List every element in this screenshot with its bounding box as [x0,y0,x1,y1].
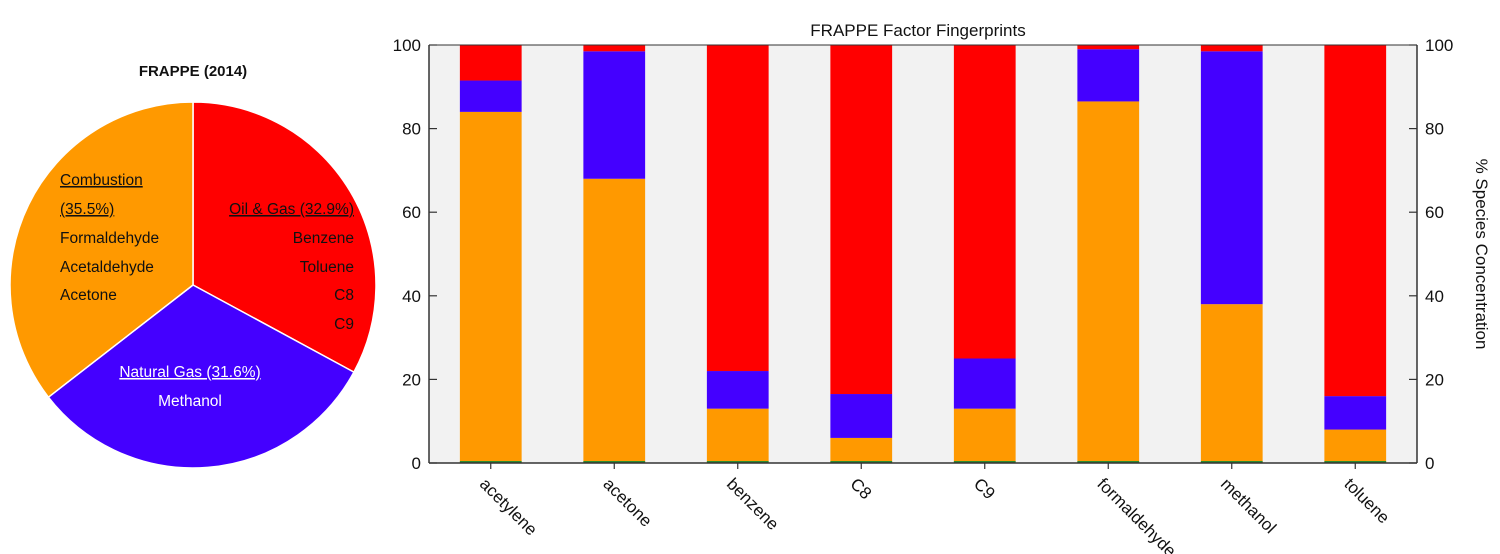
x-category-labels: acetylene acetone benzene C8 C9 formaldehyde m… [476,463,1393,554]
y-tick-label-left-80: 80 [402,120,421,139]
bar-acetone-segment-1 [583,51,646,179]
x-label-acetone: acetone [599,474,655,530]
bar-acetylene-segment-2 [459,45,522,81]
pie-species-acetaldehyde: Acetaldehyde [60,259,154,276]
bar-methanol-segment-1 [1200,51,1263,305]
y-tick-label-right-80: 80 [1425,120,1444,139]
y-tick-label-left-60: 60 [402,203,421,222]
pie-species-acetone: Acetone [60,287,117,304]
bar-methanol-segment-0 [1200,304,1263,463]
y-tick-label-right-0: 0 [1425,454,1434,473]
x-label-c9: C9 [970,474,999,503]
bar-chart-title: FRAPPE Factor Fingerprints [810,21,1025,40]
bar-c8-segment-1 [830,394,893,438]
y-tick-label-right-100: 100 [1425,36,1453,55]
bar-acetone-segment-0 [583,178,646,463]
y-tick-label-right-20: 20 [1425,370,1444,389]
bar-c8-segment-0 [830,437,893,463]
y-tick-label-right-40: 40 [1425,287,1444,306]
pie-label-combustion-pct: (35.5%) [60,201,114,218]
pie-label-combustion: Combustion (35.5%) Formaldehyde Acetalde… [60,172,159,304]
bar-toluene-segment-0 [1324,429,1387,463]
y-axis-label: % Species Concentration [1472,159,1491,350]
bar-chart: FRAPPE Factor Fingerprints 020406080100 … [393,21,1491,554]
pie-slices [9,101,377,469]
bar-toluene-segment-1 [1324,396,1387,430]
pie-species-formaldehyde: Formaldehyde [60,230,159,247]
bars [459,45,1387,464]
pie-species-c9: C9 [334,316,354,333]
pie-title: FRAPPE (2014) [139,63,247,80]
bar-c9-segment-2 [953,45,1016,359]
bar-c9-segment-1 [953,358,1016,409]
bar-c8-segment-2 [830,45,893,395]
pie-species-c8: C8 [334,287,354,304]
x-label-toluene: toluene [1340,474,1393,527]
y-ticks-left: 0 20 40 60 80 100 [393,36,437,473]
pie-label-combustion-name: Combustion [60,172,143,189]
x-label-c8: C8 [846,474,875,503]
y-tick-label-left-0: 0 [412,454,421,473]
pie-species-toluene: Toluene [300,259,354,276]
pie-species-methanol: Methanol [158,393,222,410]
bar-acetylene-segment-1 [459,80,522,112]
y-ticks-right: 0 20 40 60 80 100 [1409,36,1453,473]
pie-species-benzene: Benzene [293,230,354,247]
axes [428,44,1418,464]
x-label-methanol: methanol [1217,474,1280,537]
pie-slice-natural-gas [47,284,355,469]
pie-label-oil-gas: Oil & Gas (32.9%) Benzene Toluene C8 C9 [229,201,354,333]
pie-label-oil-gas-name: Oil & Gas (32.9%) [229,201,354,218]
y-tick-label-left-20: 20 [402,370,421,389]
pie-slice-oil-gas [192,101,377,374]
bar-acetone-segment-2 [583,45,646,52]
bar-c9-segment-0 [953,408,1016,463]
y-tick-label-right-60: 60 [1425,203,1444,222]
pie-slice-combustion [9,101,194,399]
y-tick-label-left-40: 40 [402,287,421,306]
bar-benzene-segment-0 [706,408,769,463]
bar-formaldehyde-segment-2 [1077,45,1140,50]
x-label-benzene: benzene [723,474,783,534]
x-label-formaldehyde: formaldehyde [1093,474,1179,554]
bar-benzene-segment-1 [706,371,769,409]
y-tick-label-left-100: 100 [393,36,421,55]
bar-toluene-segment-2 [1324,45,1387,397]
bar-acetylene-segment-0 [459,111,522,463]
pie-label-natural-gas-name: Natural Gas (31.6%) [119,364,260,381]
plot-area [429,45,1417,463]
bar-methanol-segment-2 [1200,45,1263,52]
pie-chart: FRAPPE (2014) Combustion (35.5%) Formald… [9,63,377,469]
x-label-acetylene: acetylene [476,474,541,539]
pie-label-natural-gas: Natural Gas (31.6%) Methanol [119,364,260,410]
bar-benzene-segment-2 [706,45,769,372]
bar-formaldehyde-segment-0 [1077,101,1140,464]
bar-formaldehyde-segment-1 [1077,49,1140,102]
